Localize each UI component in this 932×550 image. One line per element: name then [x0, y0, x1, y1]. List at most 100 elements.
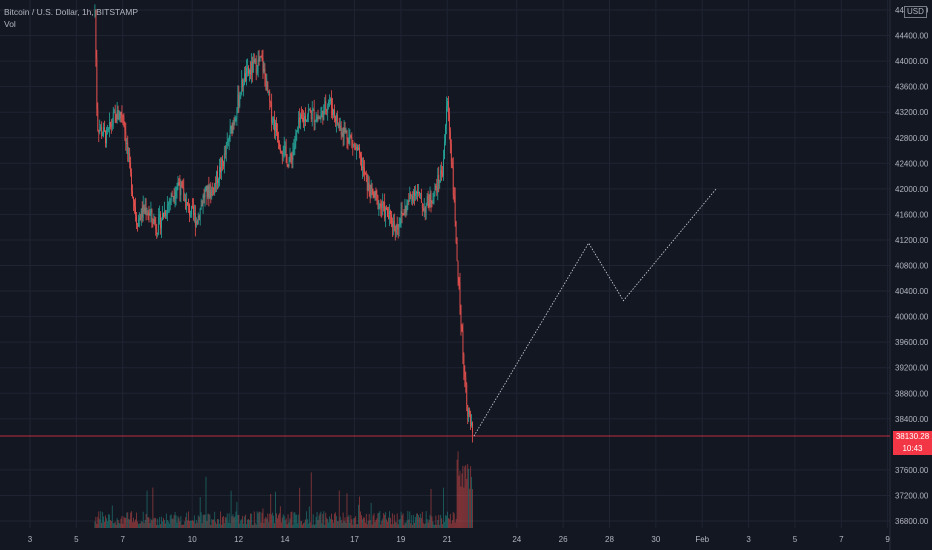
volume-bar — [440, 514, 442, 528]
candle-body — [348, 136, 350, 144]
volume-bar — [337, 521, 339, 528]
volume-bar — [365, 513, 367, 528]
price-tick-label: 44000.00 — [895, 57, 929, 66]
volume-bar — [472, 489, 473, 528]
candle-body — [177, 182, 179, 187]
volume-bar — [129, 519, 131, 528]
candle-body — [423, 207, 425, 211]
volume-bar — [105, 515, 106, 528]
candle-body — [339, 125, 341, 128]
candle-body — [336, 114, 338, 125]
candle-body — [103, 127, 104, 135]
candle-body — [194, 213, 196, 227]
volume-label[interactable]: Vol — [4, 19, 16, 29]
volume-bar — [109, 519, 111, 528]
volume-bar — [414, 522, 416, 528]
candle-body — [109, 121, 111, 127]
volume-bar — [329, 516, 331, 528]
volume-bar — [218, 519, 219, 528]
candle-body — [122, 115, 124, 117]
volume-bar — [407, 511, 409, 528]
candle-body — [447, 101, 449, 114]
candle-body — [152, 218, 154, 224]
candle-body — [380, 203, 382, 208]
volume-bar — [468, 468, 470, 528]
volume-bar — [437, 520, 439, 528]
volume-bar — [219, 523, 220, 528]
volume-bar — [122, 523, 124, 528]
volume-bar — [372, 515, 374, 528]
volume-bar — [319, 513, 321, 528]
candle-body — [167, 203, 169, 206]
candle-body — [190, 214, 191, 216]
price-tick-label: 37200.00 — [895, 491, 929, 500]
candle-body — [154, 219, 156, 223]
price-tick-label: 37600.00 — [895, 466, 929, 475]
candle-body — [345, 131, 347, 132]
volume-bar — [471, 476, 473, 528]
volume-bar — [435, 515, 437, 528]
candle-body — [217, 171, 218, 184]
volume-bar — [175, 515, 177, 528]
volume-bar — [429, 514, 431, 528]
candle-body — [357, 146, 359, 150]
candle-body — [252, 59, 254, 73]
symbol-title[interactable]: Bitcoin / U.S. Dollar, 1h, BITSTAMP — [4, 7, 138, 17]
volume-bar — [299, 487, 301, 528]
candle-body — [437, 174, 439, 194]
volume-bar — [191, 520, 192, 528]
candle-body — [448, 113, 450, 132]
candle-body — [209, 190, 211, 199]
volume-bar — [187, 520, 189, 528]
candle-body — [350, 135, 352, 138]
volume-bar — [148, 517, 150, 528]
candle-body — [387, 209, 388, 217]
candle-body — [245, 72, 246, 82]
time-tick-label: 17 — [350, 535, 359, 544]
candle-body — [174, 196, 176, 200]
candle-body — [228, 140, 230, 141]
candle-body — [306, 115, 308, 120]
volume-bar — [223, 523, 225, 528]
candle-body — [169, 200, 171, 203]
candle-body — [420, 193, 422, 203]
candle-body — [300, 114, 302, 123]
volume-bar — [330, 518, 332, 528]
time-axis[interactable]: 3 5 7 10 12 14 17 19 21 24 26 28 30 Feb 3 5 7 9 — [28, 535, 891, 544]
volume-bar — [288, 522, 290, 528]
volume-bar — [305, 511, 307, 528]
volume-bar — [334, 512, 336, 528]
volume-bar — [137, 524, 139, 528]
volume-bar — [289, 518, 291, 528]
candle-body — [319, 118, 321, 120]
volume-bar — [245, 514, 247, 528]
candle-body — [193, 213, 195, 216]
candle-body — [210, 190, 212, 197]
volume-bar — [428, 519, 430, 528]
volume-bar — [316, 511, 318, 528]
volume-bar — [216, 524, 218, 528]
volume-bar — [294, 512, 296, 528]
volume-bar — [296, 514, 298, 528]
currency-unit-badge[interactable]: USD — [904, 6, 927, 18]
candle-body — [321, 110, 323, 115]
candle-body — [281, 152, 283, 156]
candle-body — [114, 111, 116, 115]
candle-body — [213, 188, 215, 194]
volume-bar — [390, 524, 392, 528]
candle-body — [418, 191, 419, 194]
candle-body — [310, 112, 312, 120]
time-tick-label: 28 — [605, 535, 614, 544]
volume-bar — [229, 523, 231, 528]
volume-bar — [348, 514, 350, 528]
volume-bar — [452, 512, 454, 528]
candle-body — [140, 208, 142, 221]
candle-body — [383, 202, 385, 204]
candle-body — [326, 109, 328, 112]
candle-body — [322, 110, 324, 121]
volume-bar — [314, 524, 316, 528]
time-tick-label: 7 — [839, 535, 844, 544]
candle-body — [222, 161, 224, 167]
candle-body — [203, 195, 205, 198]
